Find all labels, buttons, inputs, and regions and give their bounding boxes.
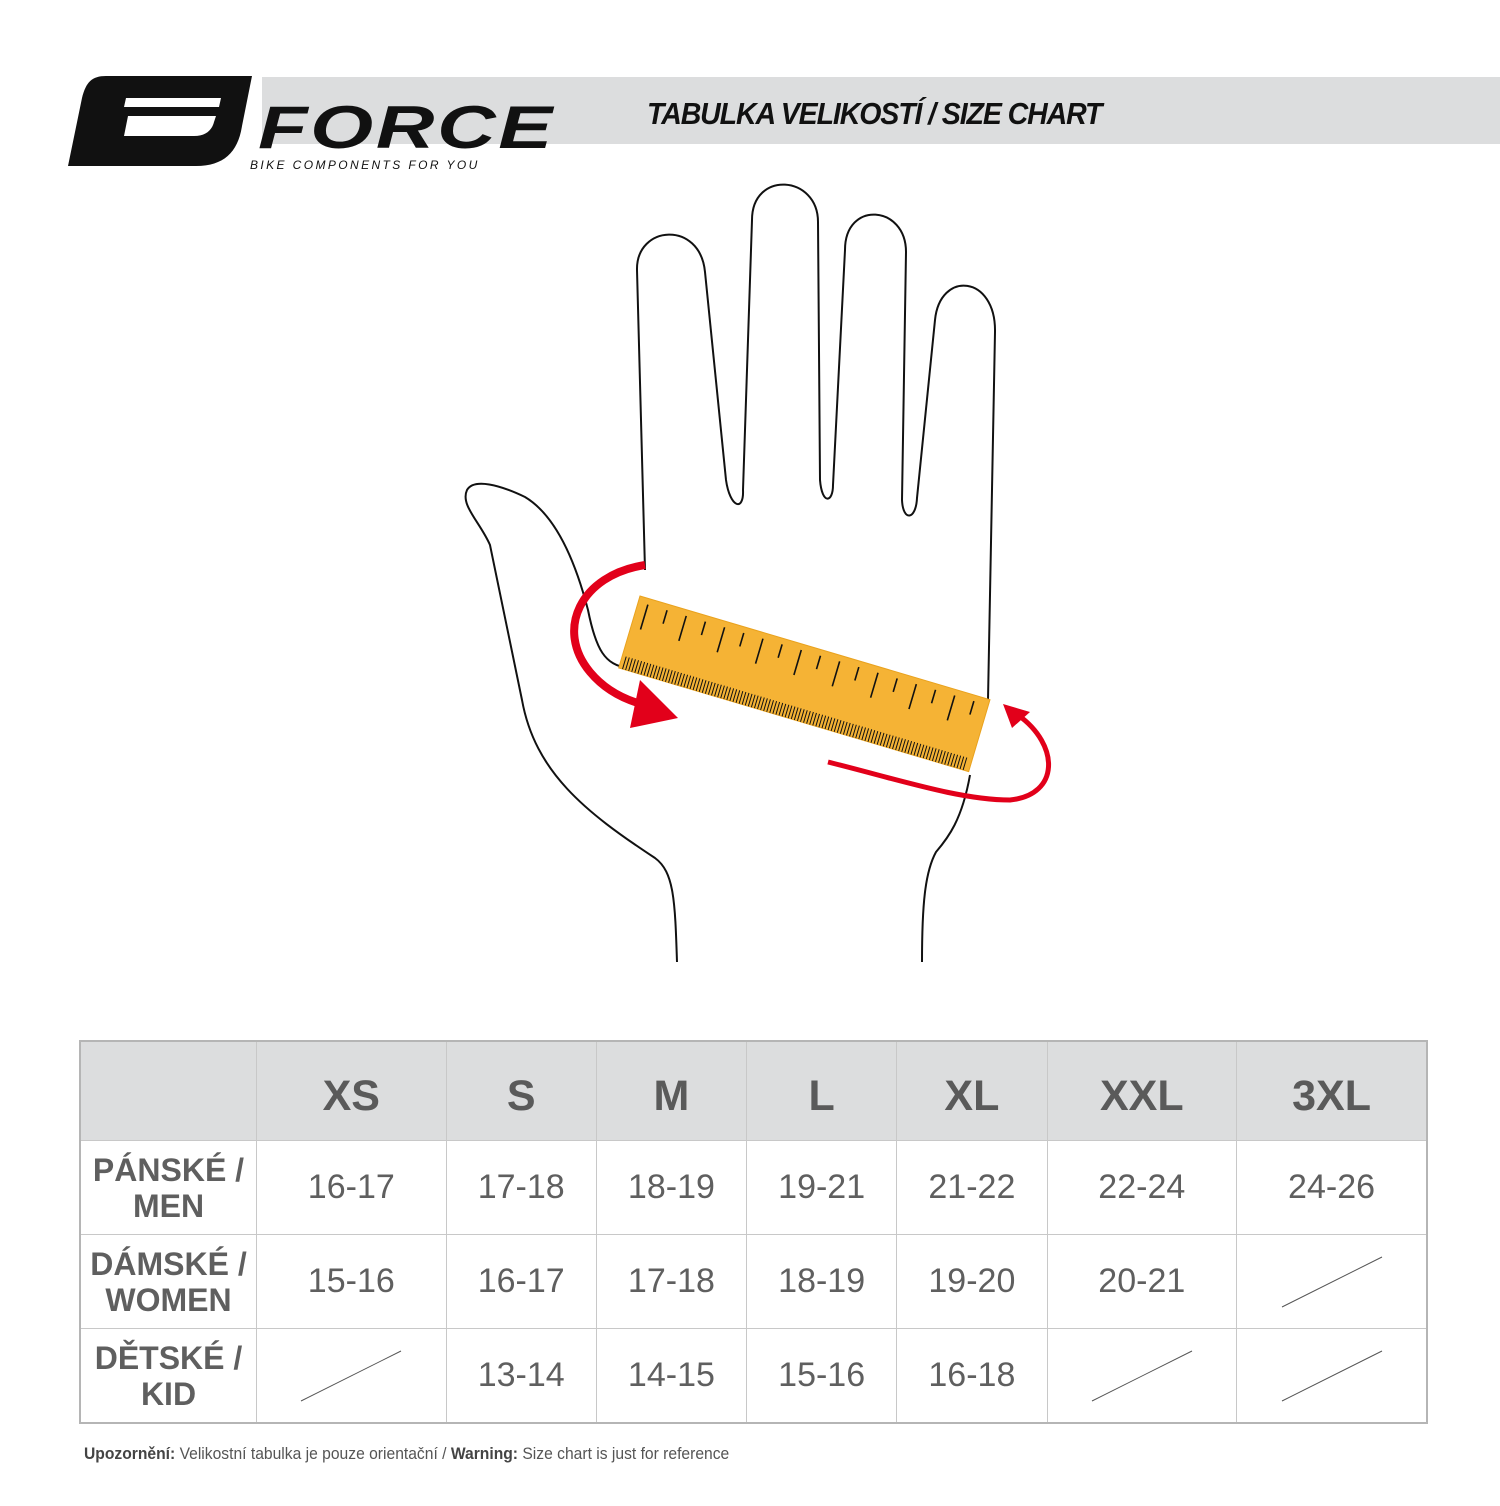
size-header-3xl: 3XL [1236, 1040, 1428, 1141]
force-f-mark-icon [68, 76, 252, 166]
size-value-cell: 14-15 [595, 1328, 748, 1424]
row-label-line2: KID [140, 1375, 197, 1412]
not-available-cell [1046, 1328, 1238, 1424]
diagonal-slash-icon [1091, 1350, 1193, 1401]
brand-name: FORCE [258, 94, 555, 161]
size-value-cell: 16-18 [896, 1328, 1048, 1424]
measuring-tape [618, 595, 991, 773]
force-logo [66, 74, 256, 174]
size-header-xs: XS [256, 1040, 447, 1141]
size-header-xxl: XXL [1046, 1040, 1238, 1141]
size-value-cell: 16-17 [256, 1140, 447, 1235]
brand-tagline: BIKE COMPONENTS FOR YOU [250, 158, 480, 172]
wrap-arrows [570, 561, 1052, 803]
size-value-cell: 21-22 [896, 1140, 1048, 1235]
warning-en-label: Warning: [450, 1444, 519, 1463]
not-available-cell [1236, 1234, 1428, 1329]
diagonal-slash-icon [1281, 1350, 1382, 1401]
size-header-xl: XL [896, 1040, 1048, 1141]
size-value-cell: 24-26 [1236, 1140, 1428, 1235]
warning-en-text: Size chart is just for reference [518, 1444, 730, 1463]
size-value-cell: 15-16 [746, 1328, 898, 1424]
size-value-cell: 16-17 [445, 1234, 597, 1329]
row-label-line1: DĚTSKÉ / [94, 1339, 243, 1376]
diagonal-slash-icon [301, 1350, 402, 1401]
hand-outline [464, 183, 997, 963]
size-value-cell: 19-20 [896, 1234, 1048, 1329]
size-value-cell: 17-18 [595, 1234, 748, 1329]
row-label-line1: PÁNSKÉ / [92, 1151, 245, 1188]
size-header-l: L [746, 1040, 898, 1141]
row-label: PÁNSKÉ / MEN [79, 1140, 257, 1235]
size-value-cell: 18-19 [746, 1234, 898, 1329]
size-table: XS S M L XL XXL 3XL PÁNSKÉ / MEN 16-17 17-18 18-19… [79, 1040, 1428, 1424]
row-label: DÁMSKÉ / WOMEN [79, 1234, 257, 1329]
size-value-cell: 19-21 [746, 1140, 898, 1235]
row-label: DĚTSKÉ / KID [79, 1328, 257, 1424]
size-value-cell: 17-18 [445, 1140, 597, 1235]
table-row: DÁMSKÉ / WOMEN 15-16 16-17 17-18 18-19 19-20 20… [79, 1234, 1428, 1329]
warning-cz-text: Velikostní tabulka je pouze orientační / [175, 1444, 451, 1463]
table-row: PÁNSKÉ / MEN 16-17 17-18 18-19 19-21 21-22 22-2… [79, 1140, 1428, 1235]
hand-measurement-illustration [464, 183, 1052, 963]
page-title: TABULKA VELIKOSTÍ / SIZE CHART [647, 96, 1102, 131]
size-header-s: S [445, 1040, 597, 1141]
right-arrowhead-icon [1003, 704, 1030, 728]
table-row: DĚTSKÉ / KID 13-14 14-15 15-16 16-18 [79, 1328, 1428, 1424]
right-arrow-curve [827, 712, 1052, 803]
size-value-cell: 22-24 [1046, 1140, 1238, 1235]
not-available-cell [256, 1328, 447, 1424]
header-banner [262, 77, 1500, 144]
row-label-line1: DÁMSKÉ / [90, 1245, 247, 1282]
disclaimer: Upozornění: Velikostní tabulka je pouze … [84, 1444, 729, 1464]
left-arrow-curve [570, 561, 647, 709]
size-value-cell: 18-19 [595, 1140, 748, 1235]
diagonal-slash-icon [1281, 1256, 1382, 1307]
size-header-m: M [595, 1040, 748, 1141]
size-value-cell: 20-21 [1046, 1234, 1238, 1329]
table-corner [79, 1040, 257, 1141]
left-arrowhead-icon [630, 680, 678, 728]
row-label-line2: MEN [132, 1187, 205, 1224]
size-value-cell: 13-14 [445, 1328, 597, 1424]
size-value-cell: 15-16 [256, 1234, 447, 1329]
not-available-cell [1236, 1328, 1428, 1424]
warning-cz-label: Upozornění: [84, 1444, 176, 1463]
row-label-line2: WOMEN [105, 1281, 232, 1318]
